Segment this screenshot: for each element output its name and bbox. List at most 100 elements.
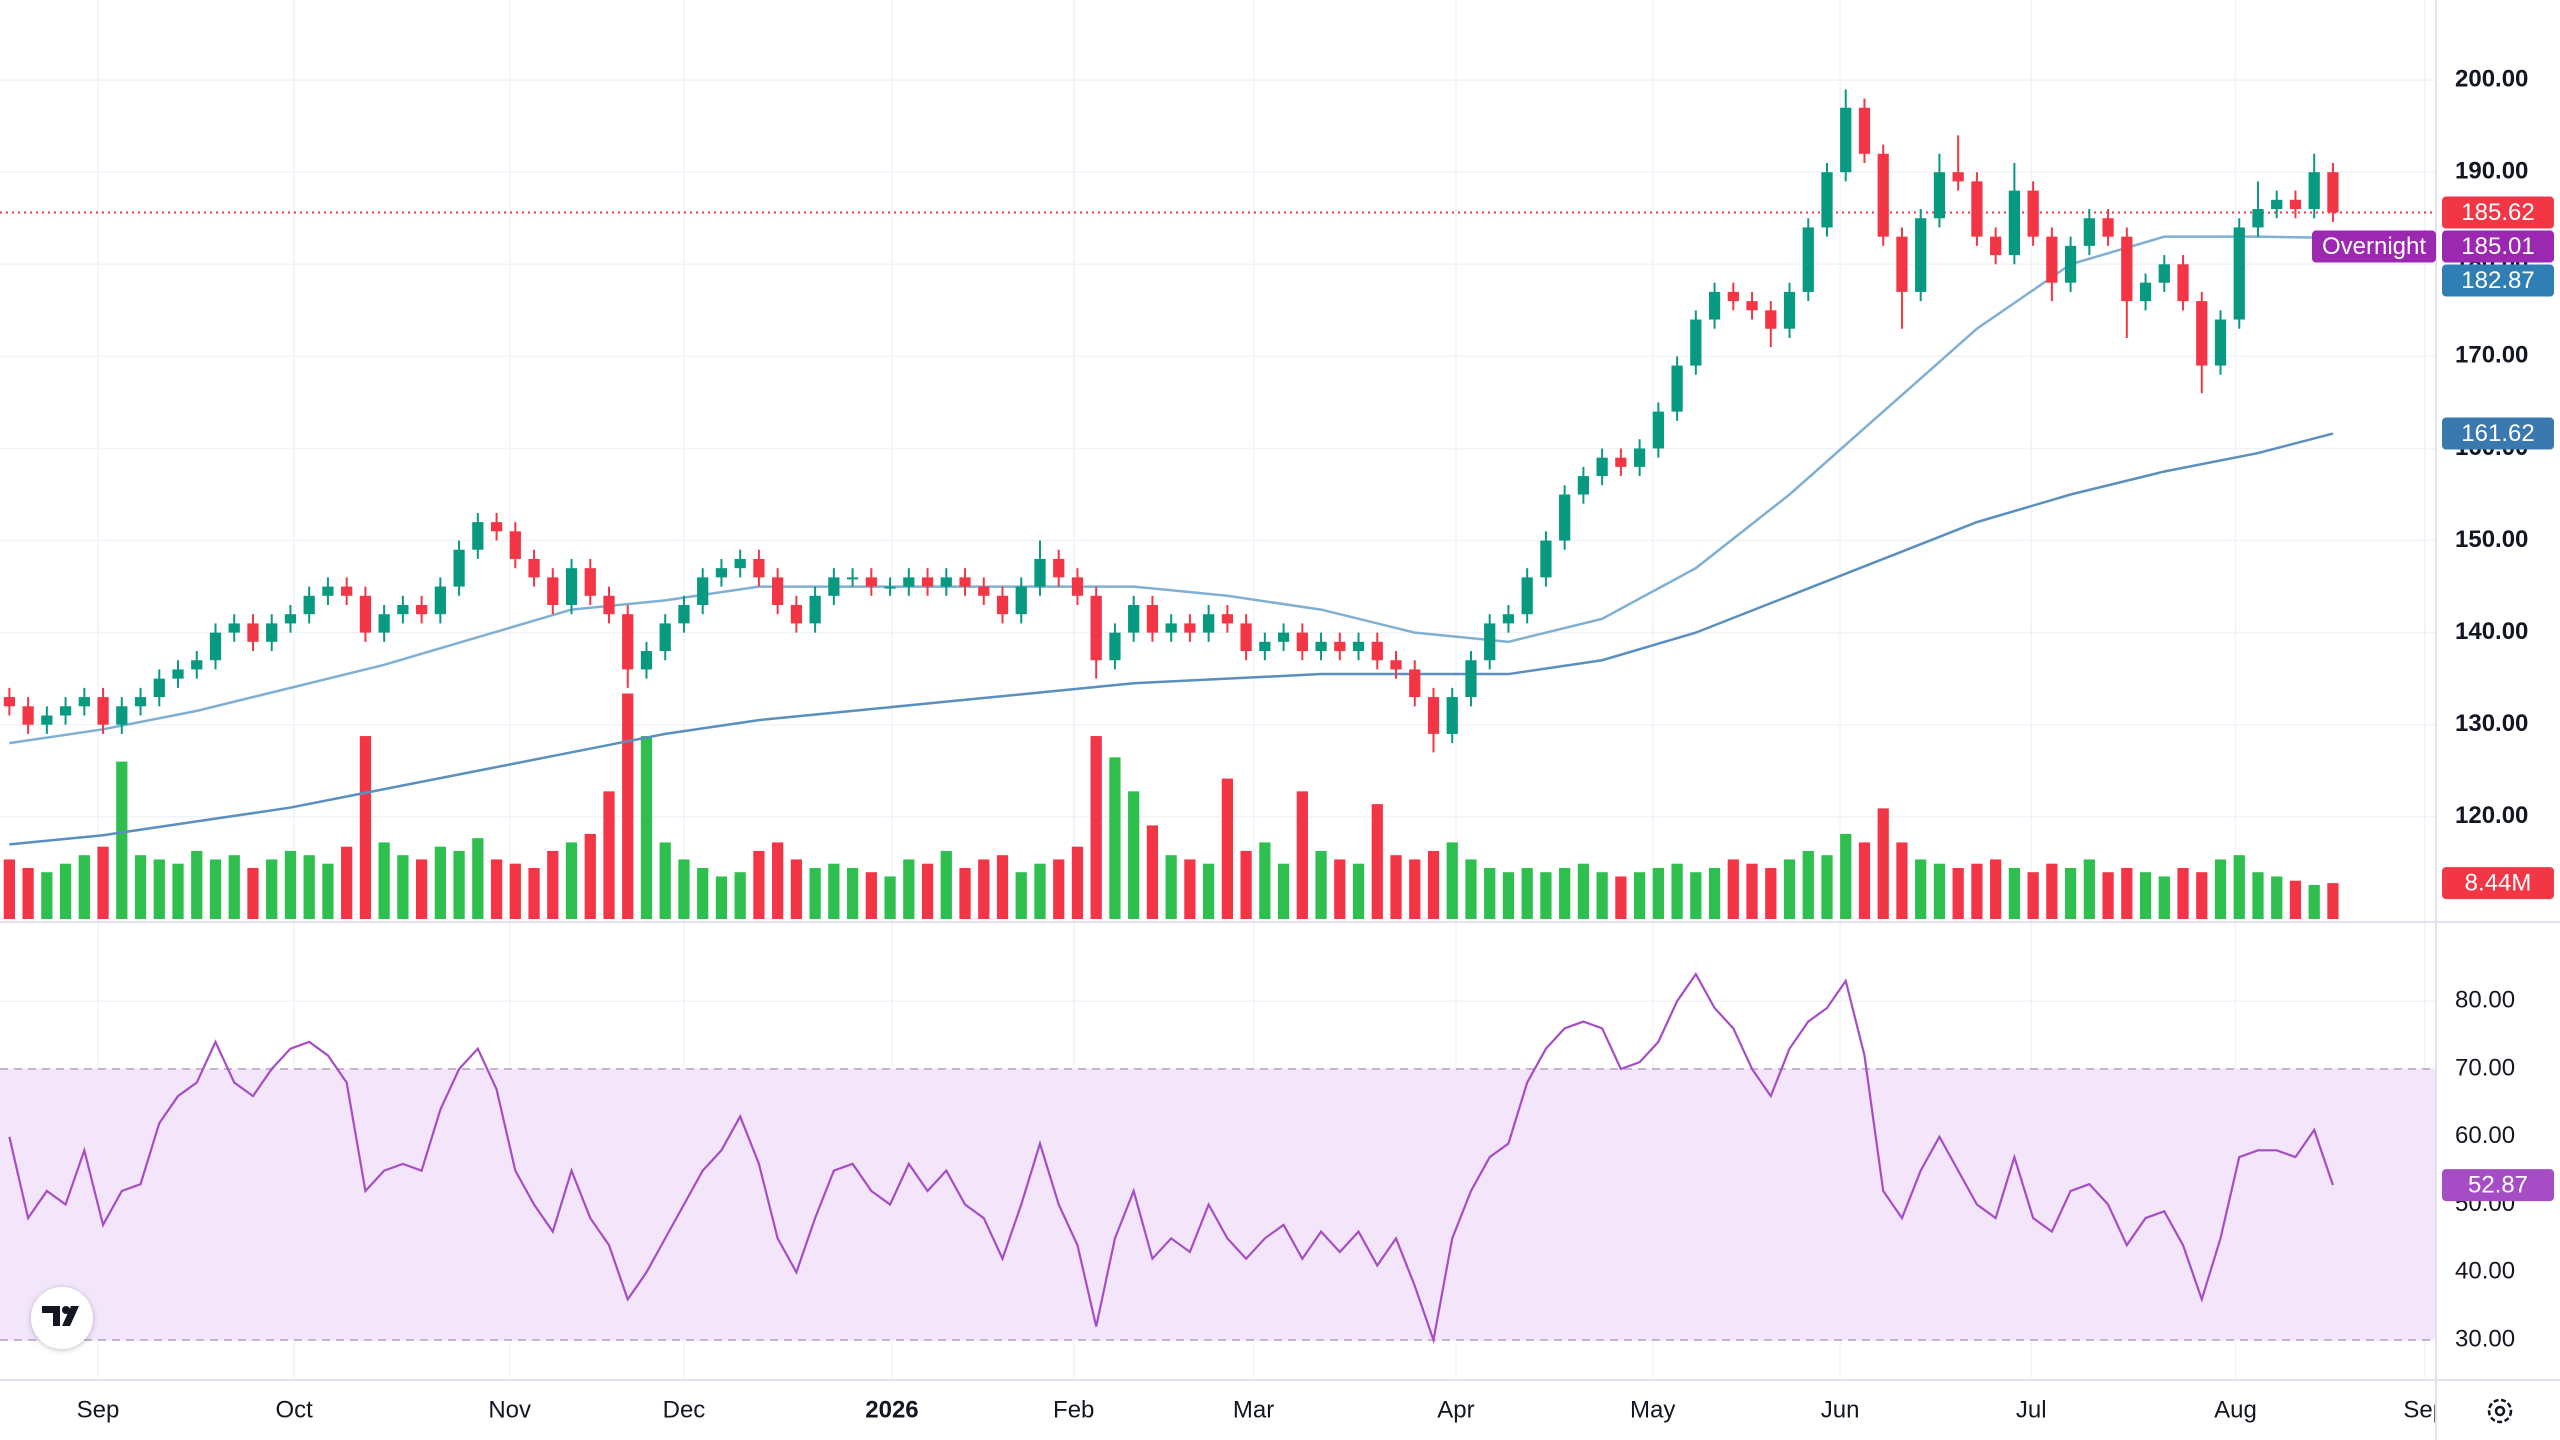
- x-tick-label: Sep: [77, 1396, 120, 1423]
- volume-bar: [490, 859, 503, 919]
- settings-button[interactable]: [2487, 1398, 2513, 1424]
- settings-icon-center: [2494, 1405, 2506, 1417]
- candle-body: [1858, 107, 1871, 154]
- volume-bar: [622, 693, 634, 919]
- volume-bar: [1277, 863, 1290, 919]
- volume-bar: [1652, 867, 1664, 919]
- volume-bar: [2083, 859, 2095, 919]
- rsi-tick-label: 40.00: [2455, 1258, 2515, 1285]
- overnight-tag-box: [2312, 230, 2436, 263]
- candle-body: [153, 678, 165, 698]
- logo-dot: [62, 1306, 70, 1314]
- candle-body: [1409, 669, 1421, 698]
- candle-body: [1727, 291, 1739, 302]
- candle-body: [1802, 227, 1814, 292]
- candle-body: [659, 623, 671, 652]
- volume-bar: [1315, 850, 1327, 919]
- x-tick-label: Jul: [2016, 1396, 2047, 1423]
- volume-bar: [1465, 859, 1477, 919]
- volume-bar: [22, 867, 34, 919]
- volume-bar: [116, 761, 128, 919]
- candle-body: [415, 604, 428, 615]
- x-tick-label: Oct: [276, 1396, 314, 1423]
- volume-bar: [1783, 859, 1796, 919]
- candle-body: [790, 604, 803, 624]
- volume-bar: [978, 859, 990, 919]
- volume-bar: [1334, 859, 1346, 919]
- volume-bar: [2046, 863, 2058, 919]
- ma-label: 182.87: [2461, 267, 2534, 294]
- y-tick-label: 130.00: [2455, 710, 2528, 737]
- volume-bar: [228, 855, 240, 919]
- candle-body: [2252, 209, 2264, 228]
- volume-bar: [2121, 867, 2133, 919]
- volume-bar: [172, 863, 184, 919]
- candle-body: [1765, 310, 1777, 329]
- volume-bar: [1521, 867, 1533, 919]
- y-tick-label: 120.00: [2455, 802, 2528, 829]
- candle-body: [903, 577, 915, 587]
- candle-body: [772, 577, 784, 605]
- rsi-tick-label: 30.00: [2455, 1325, 2515, 1352]
- candle-body: [59, 706, 72, 716]
- candle-body: [940, 577, 952, 587]
- candle-body: [2308, 172, 2320, 210]
- candle-body: [2271, 199, 2283, 210]
- volume-bar: [284, 850, 297, 919]
- overnight-price-label-box: [2442, 230, 2554, 263]
- volume-bar: [1596, 872, 1608, 919]
- volume-bar: [828, 863, 840, 919]
- volume-bar: [59, 863, 72, 919]
- volume-bar: [903, 859, 915, 919]
- candle-body: [1446, 697, 1458, 734]
- rsi-label-box: [2442, 1169, 2554, 1202]
- volume-bar: [191, 850, 203, 919]
- volume-bar: [1390, 855, 1402, 919]
- volume-bar: [640, 736, 653, 919]
- candle-body: [809, 595, 821, 624]
- volume-bar: [1184, 859, 1196, 919]
- candle-body: [247, 623, 259, 642]
- volume-bar: [322, 863, 334, 919]
- volume-bar: [2233, 855, 2245, 919]
- moving-average: [9, 235, 2333, 745]
- candle-body: [1971, 181, 1983, 237]
- ma-label-box: [2442, 264, 2554, 297]
- volume-bar: [303, 855, 315, 919]
- candle-body: [528, 558, 540, 578]
- candle-body: [509, 531, 521, 559]
- volume-bar: [1933, 863, 1946, 919]
- candle-body: [884, 586, 896, 589]
- candle-body: [1783, 291, 1796, 329]
- candle-body: [1352, 641, 1365, 652]
- y-tick-label: 150.00: [2455, 526, 2528, 553]
- volume-bar: [528, 867, 540, 919]
- rsi-tick-label: 60.00: [2455, 1122, 2515, 1149]
- volume-bar: [1053, 859, 1065, 919]
- overnight-price-label: 185.01: [2461, 233, 2534, 260]
- volume-bar: [2271, 876, 2283, 919]
- ma-label: 161.62: [2461, 420, 2534, 447]
- volume-bar: [97, 846, 109, 919]
- candle-body: [1390, 660, 1402, 670]
- volume-bar: [1259, 842, 1271, 919]
- candle-body: [2196, 301, 2208, 366]
- volume-bar: [772, 842, 784, 919]
- volume-bar: [584, 833, 596, 919]
- candle-body: [284, 614, 297, 624]
- candle-body: [1521, 577, 1533, 615]
- volume-bar: [2158, 876, 2170, 919]
- x-tick-label: 2026: [865, 1396, 918, 1423]
- volume-bar: [153, 859, 165, 919]
- candle-body: [1146, 604, 1159, 633]
- overnight-tag: Overnight: [2322, 233, 2426, 260]
- candle-body: [434, 586, 446, 615]
- volume-bar: [2102, 872, 2114, 919]
- volume-bar: [1296, 791, 1308, 919]
- volume-bar: [1821, 855, 1833, 919]
- x-tick-label: Mar: [1233, 1396, 1274, 1423]
- volume-bar: [1409, 859, 1421, 919]
- candle-body: [303, 595, 315, 615]
- candle-body: [1015, 586, 1027, 615]
